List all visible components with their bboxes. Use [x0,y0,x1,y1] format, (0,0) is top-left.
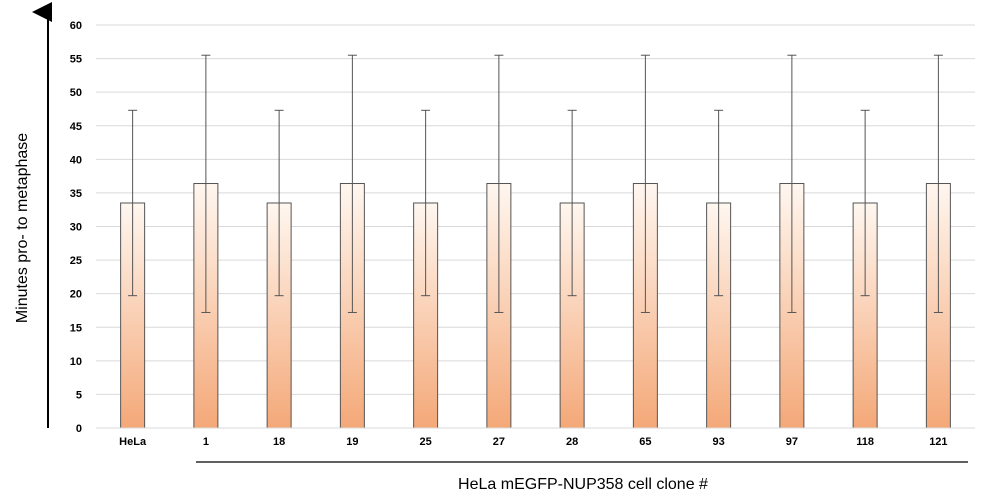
x-tick-label: 28 [566,436,578,448]
bars [120,183,951,429]
y-tick-label: 25 [70,255,82,267]
x-tick-label: 93 [713,436,725,448]
y-tick-label: 10 [70,356,82,368]
x-tick-label: 65 [639,436,651,448]
y-tick-label: 60 [70,20,82,32]
x-tick-label: 121 [929,436,947,448]
y-tick-label: 15 [70,322,82,334]
x-tick-labels: HeLa 1 18 19 25 27 28 65 93 97 118 121 [119,436,947,448]
x-tick-label: HeLa [119,436,147,448]
x-tick-label: 118 [856,436,874,448]
y-tick-label: 50 [70,87,82,99]
x-tick-label: 25 [420,436,432,448]
x-tick-label: 1 [203,436,209,448]
y-tick-label: 55 [70,54,82,66]
x-axis-title: HeLa mEGFP-NUP358 cell clone # [458,476,708,493]
y-tick-label: 40 [70,154,82,166]
error-bars [128,54,943,313]
y-tick-label: 45 [70,121,82,133]
y-tick-label: 0 [76,423,82,435]
x-tick-label: 19 [346,436,358,448]
y-tick-label: 20 [70,289,82,301]
x-tick-label: 27 [493,436,505,448]
y-tick-label: 30 [70,222,82,234]
gridlines [96,24,975,395]
y-tick-labels: 0 5 10 15 20 25 30 35 40 45 50 55 60 [70,20,82,435]
y-axis-title: Minutes pro- to metaphase [14,133,31,323]
x-tick-label: 97 [786,436,798,448]
x-tick-label: 18 [273,436,285,448]
y-tick-label: 5 [76,389,82,401]
y-tick-label: 35 [70,188,82,200]
